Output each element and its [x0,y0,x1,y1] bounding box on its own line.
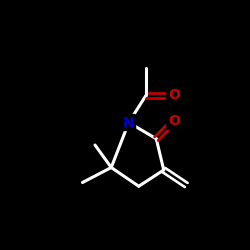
Text: O: O [168,114,180,128]
Text: N: N [123,116,134,130]
Text: O: O [168,88,180,102]
